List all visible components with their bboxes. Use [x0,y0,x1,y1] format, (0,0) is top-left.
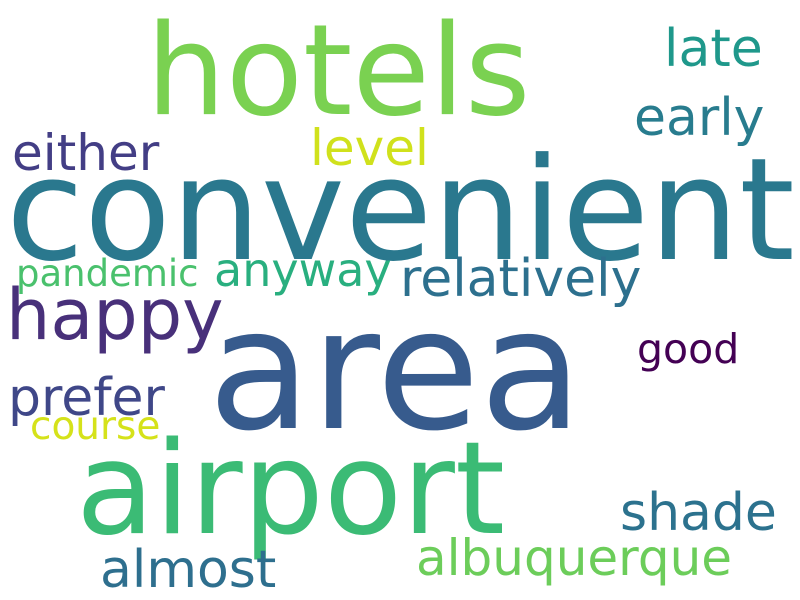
word-late: late [664,19,763,79]
word-prefer: prefer [8,368,165,428]
word-area: area [208,272,583,468]
word-good: good [637,325,740,373]
word-shade: shade [620,483,777,543]
word-albuquerque: albuquerque [416,529,733,587]
word-either: either [12,124,160,182]
word-level: level [310,119,429,177]
word-course: course [30,404,161,449]
word-hotels: hotels [146,0,531,144]
word-early: early [634,88,765,148]
word-airport: airport [76,415,505,564]
word-relatively: relatively [400,249,642,309]
word-pandemic: pandemic [16,252,199,295]
word-almost: almost [100,540,277,600]
word-convenient: convenient [6,128,795,293]
word-happy: happy [6,274,224,356]
word-anyway: anyway [214,243,392,297]
